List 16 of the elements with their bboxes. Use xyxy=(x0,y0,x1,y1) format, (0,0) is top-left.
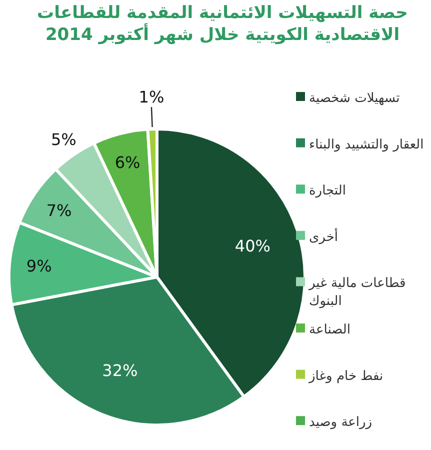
data-label: 5% xyxy=(51,130,76,150)
data-label: 7% xyxy=(46,200,72,220)
legend-label: العقار والتشييد والبناء xyxy=(309,137,424,152)
legend-label: الصناعة xyxy=(309,322,350,338)
legend-label: تسهيلات شخصية xyxy=(309,91,400,106)
data-label: 32% xyxy=(102,361,138,380)
data-label: 9% xyxy=(26,256,52,276)
legend-label: أخرى xyxy=(309,228,338,245)
data-label: 6% xyxy=(114,152,140,172)
legend-label: نفط خام وغاز xyxy=(308,368,384,384)
legend-label: قطاعات مالية غير البنوك xyxy=(308,276,406,310)
chart-title: حصة التسهيلات الائتمانية المقدمة للقطاعات الاقتصادية الكويتية خلال شهر أكتوبر 2014 xyxy=(36,2,409,46)
data-label: 1% xyxy=(138,88,164,107)
legend-label: زراعة وصيد xyxy=(309,415,372,430)
data-label: 40% xyxy=(234,236,270,256)
legend-label: التجارة xyxy=(309,184,346,199)
